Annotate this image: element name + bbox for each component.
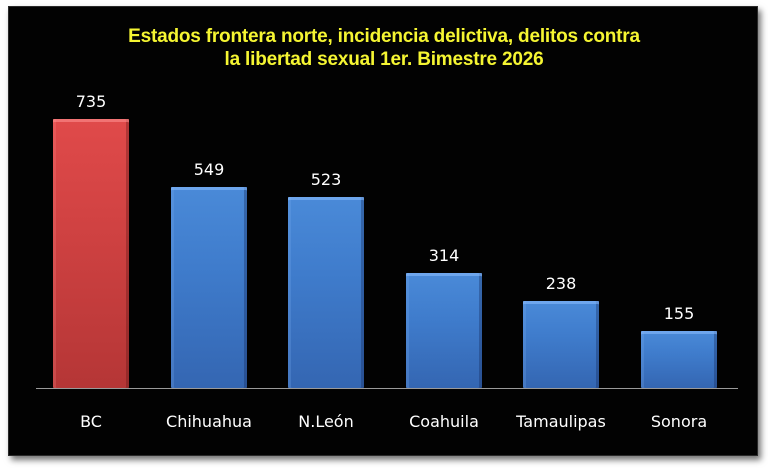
chart-title: Estados frontera norte, incidencia delic… [9, 25, 759, 71]
bar-coahuila [406, 273, 482, 388]
bar-n-le-n [288, 197, 364, 388]
data-label: 735 [75, 92, 107, 111]
data-label: 549 [193, 160, 225, 179]
bar-sonora [641, 331, 717, 388]
data-label: 238 [545, 274, 577, 293]
chart-title-line-1: Estados frontera norte, incidencia delic… [128, 26, 640, 47]
x-tick-label: Sonora [650, 412, 708, 431]
chart-panel: Estados frontera norte, incidencia delic… [8, 6, 758, 456]
bar-tamaulipas [523, 301, 599, 388]
bar-bc [53, 119, 129, 388]
chart-title-line-2: la libertad sexual 1er. Bimestre 2026 [224, 49, 544, 70]
data-label: 155 [663, 304, 695, 323]
x-tick-label: Coahuila [409, 412, 479, 431]
x-tick-label: BC [80, 412, 102, 431]
x-axis-line [36, 388, 738, 389]
x-tick-label: Chihuahua [166, 412, 252, 431]
x-tick-label: Tamaulipas [516, 412, 606, 431]
x-tick-label: N.León [298, 412, 354, 431]
bar-chihuahua [171, 187, 247, 388]
data-label: 523 [310, 170, 342, 189]
data-label: 314 [428, 246, 460, 265]
